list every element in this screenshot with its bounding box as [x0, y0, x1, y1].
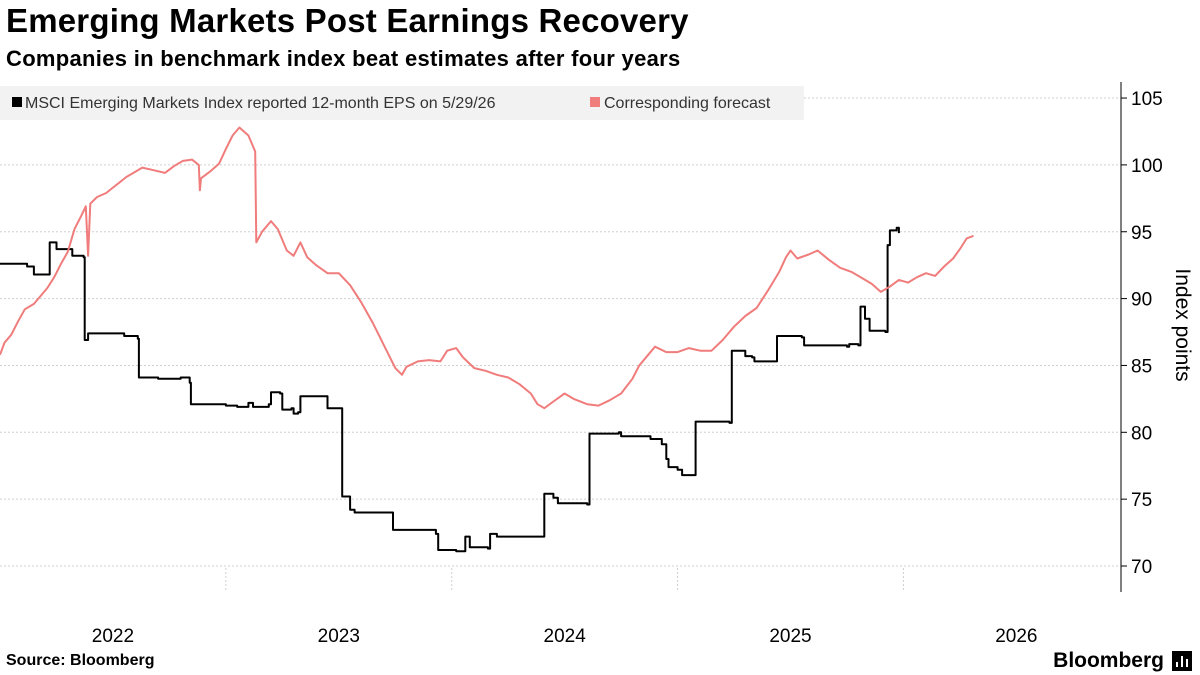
x-tick-label-2025: 2025: [769, 626, 811, 647]
chart-subtitle: Companies in benchmark index beat estima…: [6, 46, 681, 71]
y-tick-label-85: 85: [1131, 356, 1152, 377]
x-tick-label-2023: 2023: [318, 626, 360, 647]
y-tick-label-80: 80: [1131, 423, 1152, 444]
source-note: Source: Bloomberg: [6, 652, 155, 669]
x-tick-label-2022: 2022: [92, 626, 134, 647]
legend-swatch-forecast: [590, 97, 600, 107]
bloomberg-chart-icon: [1172, 651, 1192, 671]
series-line-forecast: [0, 126, 974, 410]
y-axis-label: Index points: [1171, 268, 1194, 381]
y-tick-label-70: 70: [1131, 557, 1152, 578]
x-tick-label-2024: 2024: [544, 626, 587, 647]
legend-swatch-actual: [12, 97, 22, 107]
y-axis-ticks: 70 75 80 85 90 95 100 105: [1121, 89, 1163, 578]
legend-label-actual: MSCI Emerging Markets Index reported 12-…: [25, 95, 496, 112]
y-tick-label-100: 100: [1131, 156, 1163, 177]
y-tick-label-90: 90: [1131, 290, 1152, 311]
y-tick-label-75: 75: [1131, 490, 1152, 511]
y-tick-label-95: 95: [1131, 223, 1152, 244]
chart-title: Emerging Markets Post Earnings Recovery: [6, 2, 689, 39]
series-lines: [0, 126, 974, 553]
legend-label-forecast: Corresponding forecast: [604, 95, 771, 112]
legend-background: [0, 86, 804, 120]
gridlines: [0, 97, 1118, 567]
x-axis-ticks: 2022 2023 2024 2025 2026: [92, 568, 1038, 647]
brand-logo: Bloomberg: [1053, 649, 1164, 672]
legend: MSCI Emerging Markets Index reported 12-…: [0, 86, 804, 120]
y-tick-label-105: 105: [1131, 89, 1163, 110]
x-tick-label-2026: 2026: [995, 626, 1037, 647]
series-line-actual-eps: [0, 226, 900, 553]
